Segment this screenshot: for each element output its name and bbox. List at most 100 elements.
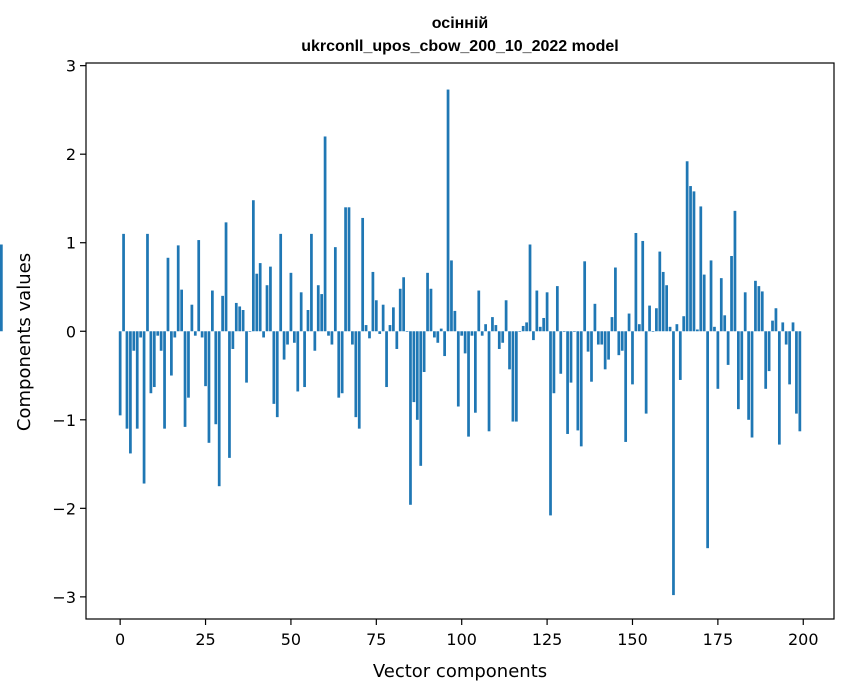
bar [364, 325, 368, 332]
bar [405, 331, 409, 332]
y-tick-label: 0 [66, 322, 76, 341]
bar [217, 331, 221, 487]
bar [354, 331, 358, 418]
bar [661, 271, 665, 332]
bar [603, 331, 607, 370]
bar [258, 263, 262, 332]
bar [760, 291, 764, 332]
y-tick-label: 1 [66, 234, 76, 253]
bar [702, 274, 706, 332]
bar [197, 240, 201, 332]
bar [299, 292, 303, 332]
bar [395, 331, 399, 349]
bar [631, 331, 634, 385]
bar [306, 310, 310, 332]
bar [211, 290, 214, 332]
bar [699, 206, 703, 332]
bar [262, 331, 265, 338]
bar [289, 272, 293, 332]
bar [412, 331, 416, 403]
bar [620, 331, 624, 351]
chart-title-line2: ukrconll_upos_cbow_200_10_2022 model [301, 38, 618, 55]
y-axis-ticks: −3 −2 −1 0 1 2 3 [52, 57, 86, 607]
bar [682, 316, 686, 332]
bar [245, 331, 248, 383]
bar [323, 136, 327, 332]
bar [737, 331, 740, 410]
x-axis-ticks: 0 25 50 75 100 125 150 175 200 [115, 619, 819, 649]
bar [771, 320, 774, 332]
bar [600, 331, 604, 345]
y-tick-label: −3 [52, 588, 76, 607]
bar [207, 331, 211, 443]
bar [316, 285, 320, 332]
bar [655, 308, 658, 332]
x-axis-label: Vector components [373, 661, 547, 682]
bar [668, 326, 672, 332]
bar [122, 233, 125, 332]
bar [132, 331, 136, 351]
bar [351, 331, 354, 345]
bar [716, 331, 720, 389]
bar [641, 240, 645, 332]
bar [634, 232, 638, 332]
bar [135, 331, 139, 429]
bar [129, 331, 132, 454]
bar [774, 308, 778, 332]
bar [426, 272, 429, 332]
bar [180, 289, 183, 332]
y-tick-label: −2 [52, 499, 76, 518]
bar [221, 295, 224, 332]
bar [422, 331, 426, 372]
bar [767, 331, 771, 372]
bar [275, 331, 279, 418]
bar [624, 331, 628, 442]
bar [374, 300, 378, 332]
bar [251, 200, 255, 332]
bar [706, 331, 709, 549]
bar [241, 310, 245, 332]
bar [234, 302, 238, 332]
x-tick-label: 200 [788, 630, 819, 649]
bar [508, 331, 511, 370]
bar [480, 331, 484, 336]
bar [456, 331, 460, 407]
bar [156, 331, 160, 336]
bar [579, 331, 583, 447]
bar [255, 273, 259, 332]
x-tick-label: 175 [703, 630, 734, 649]
bar [453, 310, 457, 332]
bar [562, 331, 566, 332]
bar [518, 331, 522, 332]
bar [125, 331, 129, 429]
bar [214, 331, 218, 425]
bar [330, 331, 334, 345]
bar [139, 331, 143, 338]
bar [361, 217, 365, 332]
bar [193, 331, 197, 336]
bar [610, 317, 614, 332]
bar [337, 331, 341, 398]
bar [528, 244, 532, 332]
bar [419, 331, 423, 466]
bar [272, 331, 276, 404]
bar [357, 331, 361, 429]
x-tick-label: 125 [532, 630, 563, 649]
bar [658, 251, 662, 332]
bar [675, 324, 679, 332]
bar [340, 331, 344, 394]
bar [535, 290, 539, 332]
bar [593, 303, 597, 332]
bar [265, 285, 269, 332]
bar [474, 331, 477, 413]
x-tick-label: 0 [115, 630, 125, 649]
bar [501, 331, 505, 343]
bar [514, 331, 518, 422]
bar [166, 257, 170, 332]
bar [511, 331, 515, 422]
bar [470, 331, 474, 336]
x-tick-label: 150 [617, 630, 648, 649]
bar [371, 271, 375, 332]
bar [538, 326, 542, 332]
